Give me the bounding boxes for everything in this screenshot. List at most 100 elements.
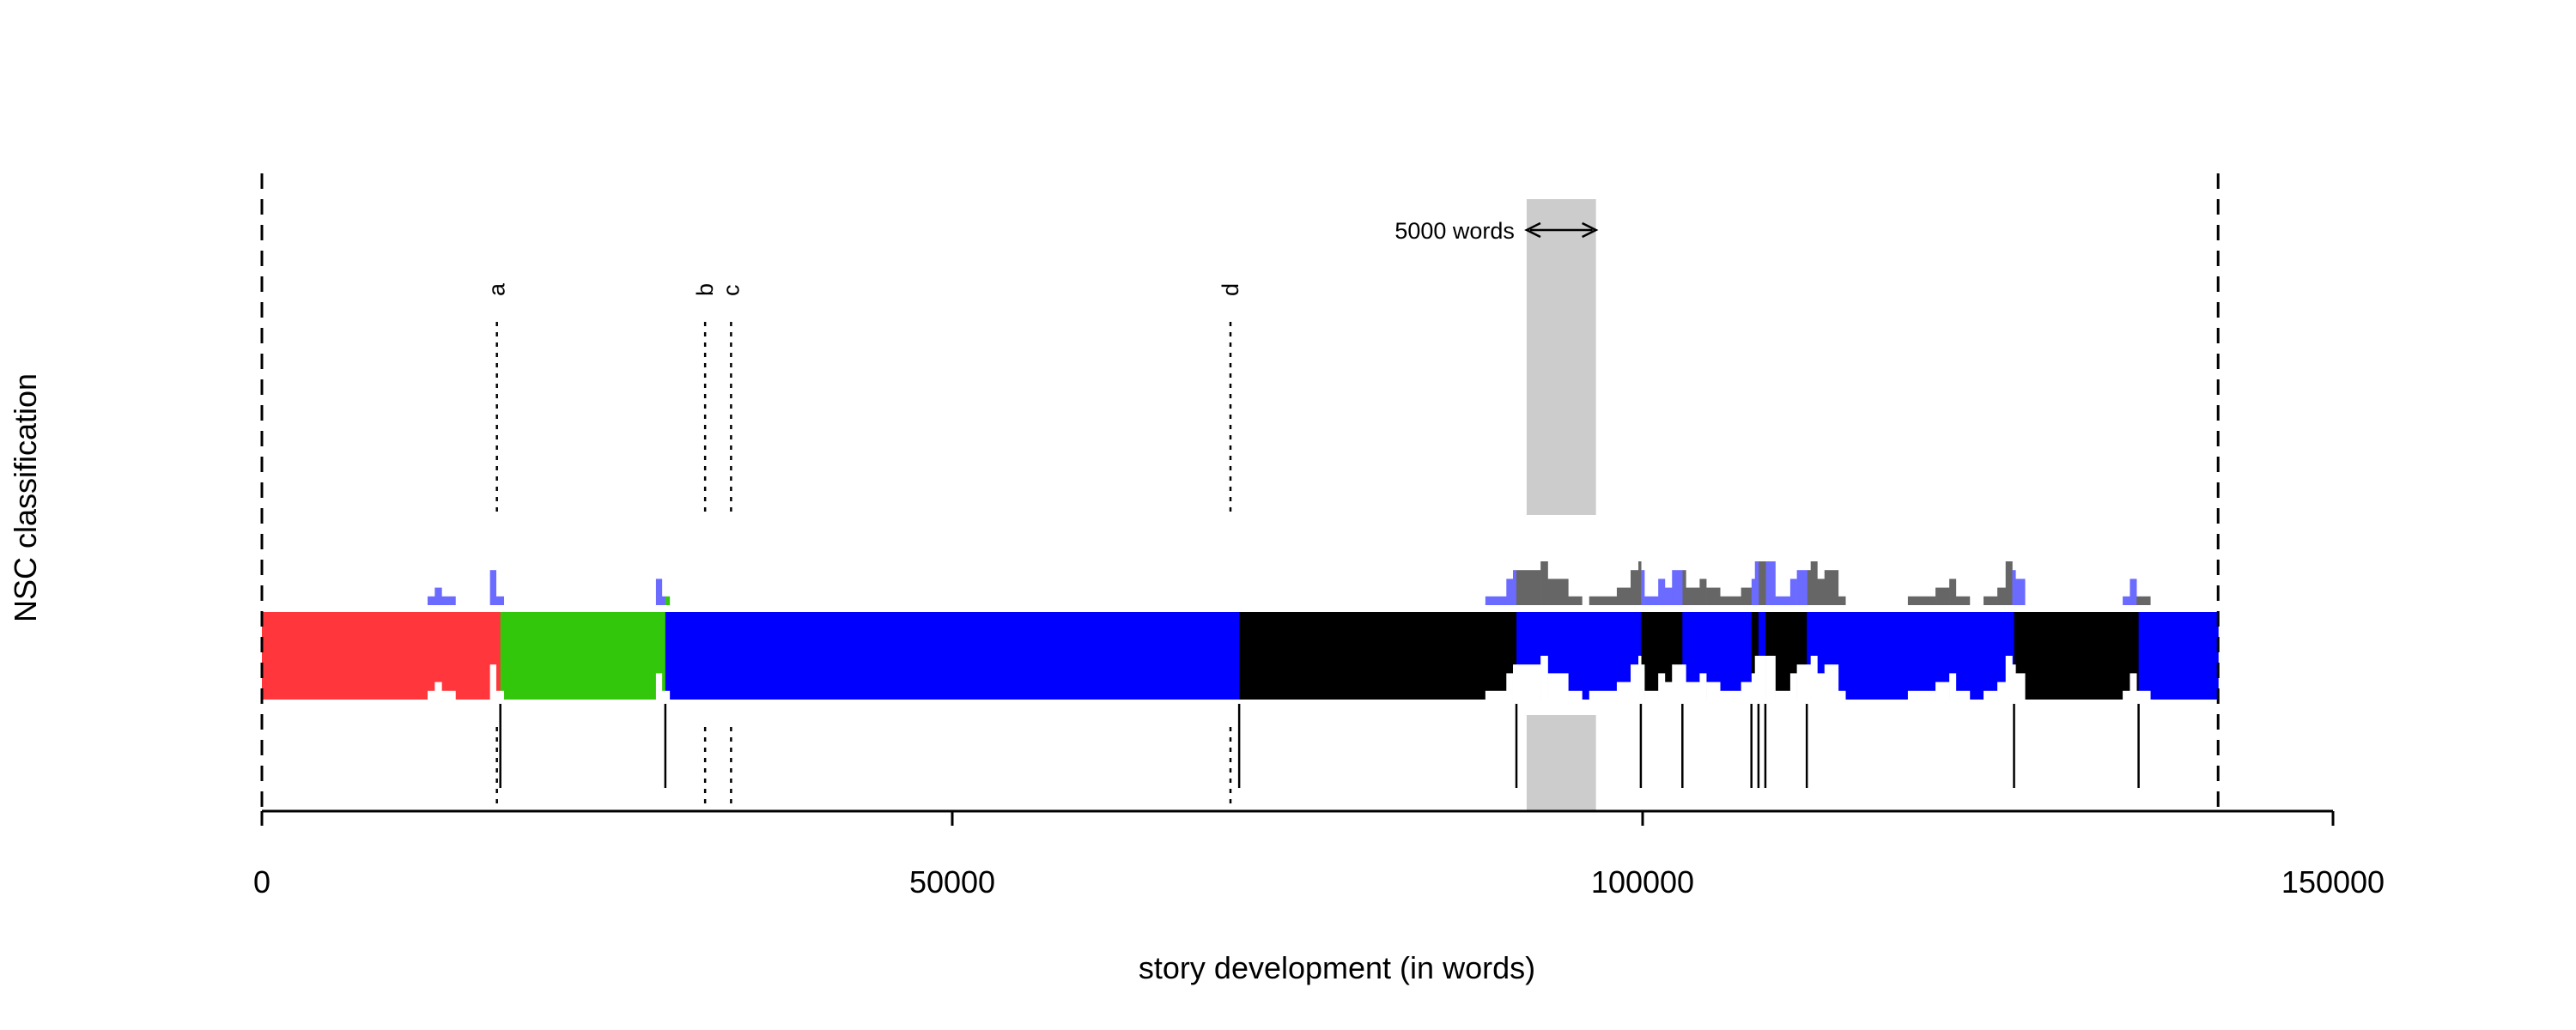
confidence-notch	[441, 690, 456, 700]
confidence-notch	[1720, 690, 1741, 700]
confidence-notch	[434, 682, 442, 700]
confidence-notch	[1516, 664, 1541, 700]
alt-histogram-bar	[1949, 579, 1957, 605]
confidence-notch	[1644, 690, 1659, 700]
segment-blue	[1807, 612, 2015, 700]
alt-histogram-bar	[1706, 587, 1721, 605]
window-label: 5000 words	[1394, 218, 1515, 244]
alt-histogram-bar	[2015, 579, 2026, 605]
marker-label: c	[718, 285, 744, 297]
confidence-notch	[1547, 673, 1569, 700]
alt-histogram-bar	[495, 596, 505, 605]
confidence-notch	[1672, 664, 1683, 700]
confidence-notch	[2005, 656, 2013, 700]
alt-histogram-bar	[1935, 587, 1950, 605]
confidence-notch	[1796, 664, 1808, 700]
confidence-notch	[1838, 690, 1846, 700]
confidence-notch	[1949, 673, 1957, 700]
confidence-notch	[1506, 673, 1514, 700]
confidence-notch	[1907, 690, 1936, 700]
alt-histogram-bar	[1672, 570, 1683, 605]
confidence-notch	[1754, 656, 1759, 700]
alt-histogram-bar	[1775, 596, 1791, 605]
confidence-notch	[1568, 690, 1583, 700]
alt-histogram-bar	[1955, 596, 1971, 605]
alt-histogram-bar	[1644, 596, 1659, 605]
alt-histogram-bar	[1720, 596, 1741, 605]
alt-histogram-bar	[1810, 561, 1818, 605]
alt-histogram-bar	[1485, 596, 1507, 605]
confidence-notch	[1686, 682, 1700, 700]
alt-histogram-bar	[1759, 561, 1766, 605]
confidence-notch	[2129, 673, 2137, 700]
confidence-notch	[1631, 664, 1639, 700]
confidence-notch	[1751, 673, 1756, 700]
confidence-notch	[495, 690, 505, 700]
alt-histogram-bar	[1664, 587, 1673, 605]
confidence-notch	[1706, 682, 1721, 700]
confidence-notch	[489, 664, 497, 700]
confidence-notch	[2012, 664, 2016, 700]
x-tick-label: 100000	[1591, 864, 1694, 900]
alt-histogram-bar	[427, 596, 435, 605]
alt-histogram-bar	[1506, 579, 1514, 605]
alt-histogram-bar	[1641, 570, 1645, 605]
confidence-notch	[427, 690, 435, 700]
y-axis-title: NSC classification	[8, 373, 43, 622]
confidence-notch	[2015, 673, 2026, 700]
confidence-notch	[1540, 656, 1548, 700]
confidence-notch	[1513, 664, 1517, 700]
alt-histogram-bar	[1751, 579, 1756, 605]
confidence-notch	[661, 690, 666, 700]
alt-histogram-bar	[1907, 596, 1936, 605]
alt-histogram-bar	[1589, 596, 1618, 605]
confidence-notch	[1807, 664, 1811, 700]
x-tick-label: 0	[253, 864, 270, 900]
alt-histogram-bar	[1838, 596, 1846, 605]
alt-histogram-bar	[2012, 570, 2016, 605]
alt-histogram-bar	[1741, 587, 1753, 605]
segment-black	[2014, 612, 2140, 700]
confidence-notch	[1765, 656, 1776, 700]
confidence-notch	[2123, 690, 2130, 700]
segment-green	[500, 612, 666, 700]
confidence-notch	[1658, 673, 1666, 700]
x-tick-label: 150000	[2281, 864, 2385, 900]
alt-histogram-bar	[1807, 570, 1811, 605]
alt-histogram-bar	[1682, 570, 1686, 605]
alt-histogram-bar	[1686, 587, 1700, 605]
confidence-notch	[665, 690, 671, 700]
alt-histogram-bar	[1997, 587, 2007, 605]
alt-histogram-bar	[1754, 561, 1759, 605]
segment-red	[262, 612, 501, 700]
alt-histogram-bar	[2136, 596, 2151, 605]
confidence-notch	[655, 673, 663, 700]
confidence-notch	[1984, 690, 1998, 700]
confidence-notch	[1817, 673, 1826, 700]
arrowhead-icon	[1524, 221, 1541, 239]
confidence-notch	[1759, 656, 1766, 700]
confidence-notch	[1664, 682, 1673, 700]
alt-histogram-bar	[661, 596, 666, 605]
alt-histogram-bar	[1516, 570, 1541, 605]
alt-histogram-bar	[1789, 579, 1797, 605]
confidence-notch	[1997, 682, 2007, 700]
alt-histogram-bar	[1631, 570, 1639, 605]
alt-histogram-bar	[1616, 587, 1631, 605]
alt-histogram-bar	[1824, 570, 1839, 605]
alt-histogram-bar	[434, 587, 442, 605]
alt-histogram-bar	[665, 596, 671, 605]
confidence-notch	[2136, 690, 2151, 700]
confidence-notch	[1682, 664, 1686, 700]
marker-label: b	[692, 283, 718, 296]
alt-histogram-bar	[441, 596, 456, 605]
alt-histogram-bar	[1568, 596, 1583, 605]
window-rect-top	[1526, 199, 1596, 515]
alt-histogram-bar	[1984, 596, 1998, 605]
alt-histogram-bar	[1817, 579, 1826, 605]
alt-histogram-bar	[2129, 579, 2137, 605]
alt-histogram-bar	[1513, 570, 1517, 605]
alt-histogram-bar	[2005, 561, 2013, 605]
alt-histogram-bar	[1638, 561, 1642, 605]
